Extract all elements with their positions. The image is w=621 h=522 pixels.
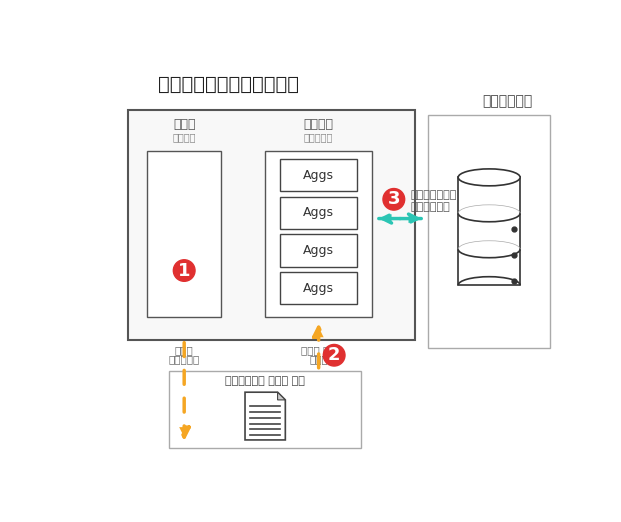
Bar — [428, 115, 550, 348]
Text: Aggs: Aggs — [303, 169, 334, 182]
Polygon shape — [245, 392, 285, 440]
Text: Aggs: Aggs — [303, 206, 334, 219]
Text: エンジン: エンジン — [173, 133, 196, 143]
Circle shape — [173, 260, 195, 281]
Bar — [280, 234, 358, 267]
Bar — [280, 159, 358, 191]
Circle shape — [324, 345, 345, 366]
Circle shape — [383, 188, 405, 210]
Text: データソース: データソース — [483, 94, 533, 108]
Bar — [169, 371, 361, 448]
Text: クエリ ログ: クエリ ログ — [301, 345, 336, 355]
Text: Aggs: Aggs — [303, 244, 334, 257]
Bar — [128, 110, 415, 340]
Text: クエリ: クエリ — [173, 118, 196, 130]
Polygon shape — [278, 392, 285, 400]
Ellipse shape — [458, 169, 520, 186]
Bar — [458, 177, 520, 285]
Text: トレーニングと更新の操作: トレーニングと更新の操作 — [158, 75, 299, 94]
Text: 3: 3 — [388, 191, 400, 208]
Text: キャッシュ: キャッシュ — [304, 133, 333, 143]
Text: Aggs: Aggs — [303, 282, 334, 295]
Text: テレメトリ: テレメトリ — [168, 354, 200, 364]
Bar — [265, 151, 372, 317]
Text: 2: 2 — [328, 346, 340, 364]
Text: クエリの更新: クエリの更新 — [411, 202, 451, 212]
Text: メモリ内: メモリ内 — [304, 118, 333, 130]
Text: データセット クエリ ログ: データセット クエリ ログ — [225, 376, 305, 386]
Text: 1: 1 — [178, 262, 191, 280]
Bar — [280, 197, 358, 229]
Text: クエリ: クエリ — [175, 345, 194, 355]
Bar — [280, 272, 358, 304]
Text: トレーニングと: トレーニングと — [411, 191, 457, 200]
Bar — [147, 151, 221, 317]
Text: データ: データ — [309, 354, 328, 364]
